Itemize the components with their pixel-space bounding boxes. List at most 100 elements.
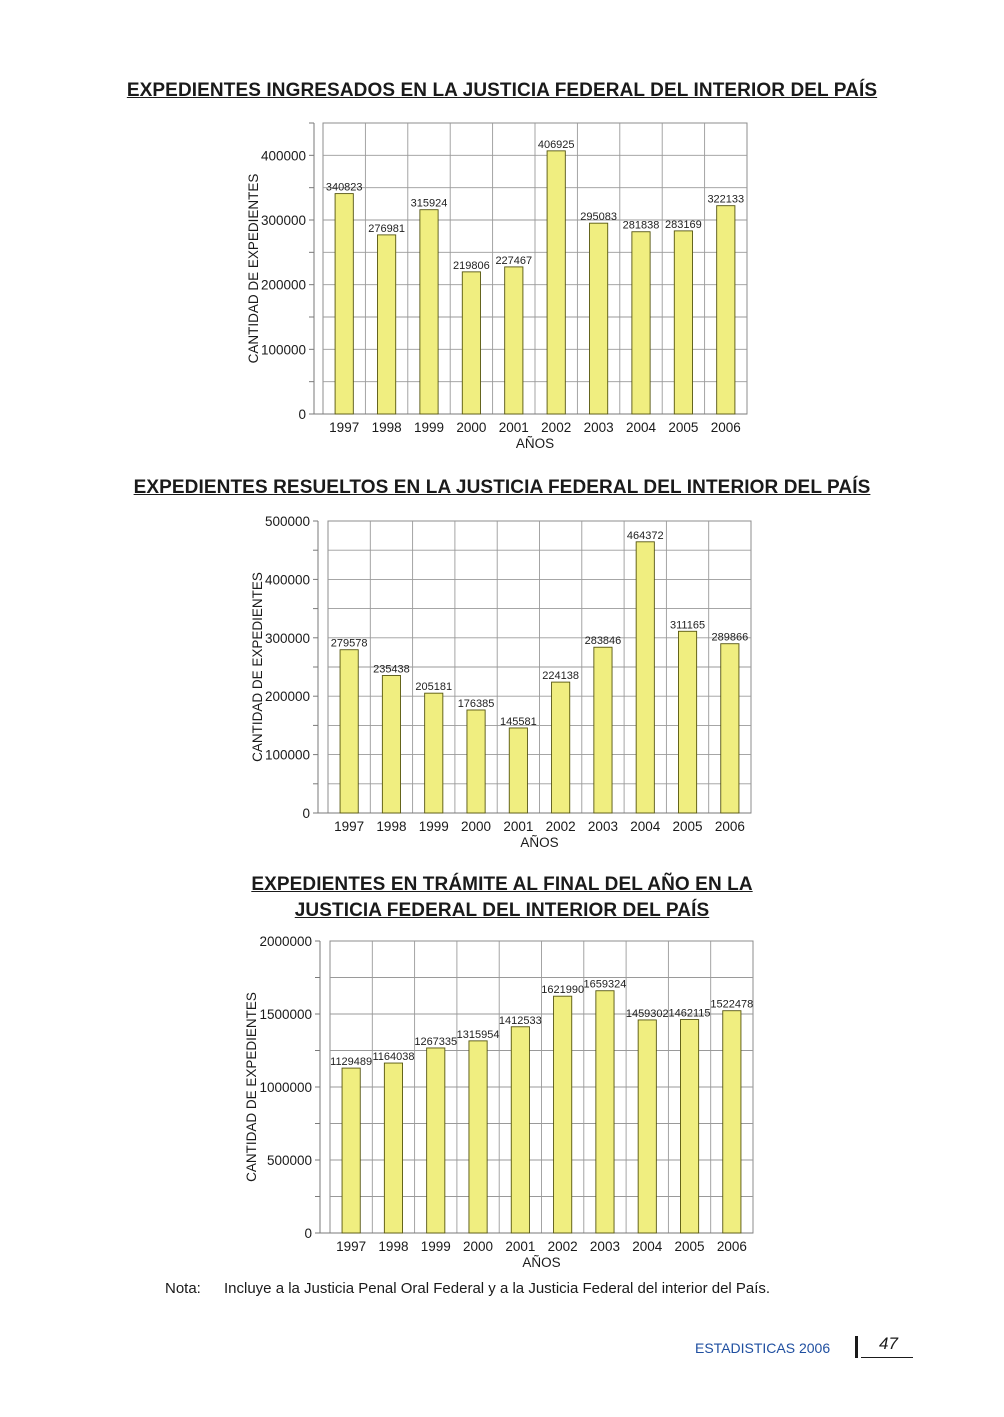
bar xyxy=(468,1040,488,1234)
y-axis-title: CANTIDAD DE EXPEDIENTES xyxy=(246,174,261,364)
bar-value-label: 235438 xyxy=(373,664,410,676)
bar-value-label: 464372 xyxy=(627,530,664,542)
x-tick-label: 2001 xyxy=(499,420,529,435)
y-tick-label: 400000 xyxy=(261,148,306,163)
footnote-label: Nota: xyxy=(165,1280,201,1297)
bar xyxy=(508,727,528,814)
bar-value-label: 279578 xyxy=(331,638,368,650)
y-tick-label: 1500000 xyxy=(259,1007,312,1022)
bar-value-label: 1164038 xyxy=(372,1051,414,1063)
bar xyxy=(678,630,698,814)
bar xyxy=(716,205,736,415)
x-tick-label: 1999 xyxy=(421,1239,451,1254)
bar xyxy=(553,995,573,1234)
bar xyxy=(673,230,693,415)
footer-rule xyxy=(861,1357,913,1358)
bar-value-label: 322133 xyxy=(707,194,744,206)
x-tick-label: 2000 xyxy=(456,420,486,435)
bar xyxy=(381,675,401,814)
bar-value-label: 219806 xyxy=(453,260,490,272)
x-axis-title: AÑOS xyxy=(516,436,554,451)
x-tick-label: 2002 xyxy=(541,420,571,435)
bar-value-label: 1315954 xyxy=(457,1029,500,1041)
x-tick-label: 1997 xyxy=(329,420,359,435)
bar-value-label: 315924 xyxy=(411,198,448,210)
x-tick-label: 2004 xyxy=(626,420,657,435)
bar xyxy=(551,681,571,814)
bar xyxy=(504,266,524,415)
y-tick-label: 100000 xyxy=(265,748,310,763)
bar xyxy=(595,990,615,1234)
x-tick-label: 2004 xyxy=(630,819,661,834)
x-tick-label: 2004 xyxy=(632,1239,663,1254)
x-tick-label: 2002 xyxy=(548,1239,578,1254)
bar xyxy=(546,150,566,415)
y-tick-label: 500000 xyxy=(265,514,310,529)
y-tick-label: 0 xyxy=(298,407,306,422)
x-tick-label: 2001 xyxy=(503,819,533,834)
x-tick-label: 1998 xyxy=(372,420,402,435)
x-tick-label: 2003 xyxy=(588,819,618,834)
x-tick-label: 2006 xyxy=(711,420,741,435)
bar xyxy=(339,649,359,814)
bar-value-label: 1659324 xyxy=(584,979,627,991)
x-tick-label: 2005 xyxy=(673,819,703,834)
bar xyxy=(637,1019,657,1234)
chart-en-tramite: 0 500000 1000000 1500000 2000000 1129489 1997 1… xyxy=(244,934,754,1270)
chart-resueltos: 0 100000 200000 300000 400000 500000 279578 199… xyxy=(250,514,752,850)
x-tick-label: 1998 xyxy=(378,1239,408,1254)
y-tick-label: 500000 xyxy=(267,1153,312,1168)
x-tick-label: 1999 xyxy=(419,819,449,834)
y-tick-label: 300000 xyxy=(261,213,306,228)
bar-value-label: 340823 xyxy=(326,182,363,194)
x-axis-title: AÑOS xyxy=(520,835,558,850)
bar xyxy=(631,231,651,415)
bar-value-label: 283169 xyxy=(665,219,702,231)
x-tick-label: 1997 xyxy=(336,1239,366,1254)
y-tick-label: 200000 xyxy=(261,278,306,293)
chart-2-title: EXPEDIENTES RESUELTOS EN LA JUSTICIA FED… xyxy=(133,477,871,498)
y-tick-label: 0 xyxy=(302,806,310,821)
chart-1-title: EXPEDIENTES INGRESADOS EN LA JUSTICIA FE… xyxy=(126,80,878,101)
x-axis-title: AÑOS xyxy=(522,1255,560,1270)
bar-value-label: 406925 xyxy=(538,139,575,151)
x-tick-label: 1998 xyxy=(376,819,406,834)
bar xyxy=(334,193,354,415)
x-tick-label: 2006 xyxy=(715,819,745,834)
bar-value-label: 1412533 xyxy=(499,1015,542,1027)
bar-value-label: 1129489 xyxy=(330,1056,372,1068)
x-tick-label: 1997 xyxy=(334,819,364,834)
x-tick-label: 2006 xyxy=(717,1239,747,1254)
bar-value-label: 276981 xyxy=(368,223,405,235)
bar xyxy=(383,1062,403,1234)
x-tick-label: 2000 xyxy=(463,1239,493,1254)
bar xyxy=(720,643,740,814)
y-axis-title: CANTIDAD DE EXPEDIENTES xyxy=(244,992,259,1182)
footnote: Nota: Incluye a la Justicia Penal Oral Fe… xyxy=(165,1280,770,1297)
bar xyxy=(419,209,439,415)
bar-value-label: 205181 xyxy=(415,681,452,693)
bar xyxy=(426,1047,446,1234)
bar xyxy=(461,271,481,415)
bar-value-label: 224138 xyxy=(542,670,579,682)
bar xyxy=(589,222,609,415)
bar-value-label: 283846 xyxy=(585,635,622,647)
bar xyxy=(593,646,613,814)
bar xyxy=(341,1067,361,1234)
bar-value-label: 281838 xyxy=(623,220,660,232)
bar xyxy=(510,1026,530,1234)
x-tick-label: 1999 xyxy=(414,420,444,435)
footnote-text: Incluye a la Justicia Penal Oral Federal… xyxy=(224,1280,771,1297)
bar-value-label: 1621990 xyxy=(541,984,584,996)
bar xyxy=(680,1019,700,1234)
chart-3-title-line1: EXPEDIENTES EN TRÁMITE AL FINAL DEL AÑO … xyxy=(251,874,753,895)
bar-value-label: 295083 xyxy=(580,211,617,223)
footer-separator xyxy=(855,1336,858,1358)
bar-value-label: 311165 xyxy=(670,619,705,631)
x-tick-label: 2000 xyxy=(461,819,491,834)
chart-ingresados: 0 100000 200000 300000 400000 340823 1997 27698… xyxy=(246,122,748,451)
y-tick-label: 300000 xyxy=(265,631,310,646)
x-tick-label: 2005 xyxy=(675,1239,705,1254)
bar xyxy=(722,1010,742,1234)
x-tick-label: 2005 xyxy=(668,420,698,435)
